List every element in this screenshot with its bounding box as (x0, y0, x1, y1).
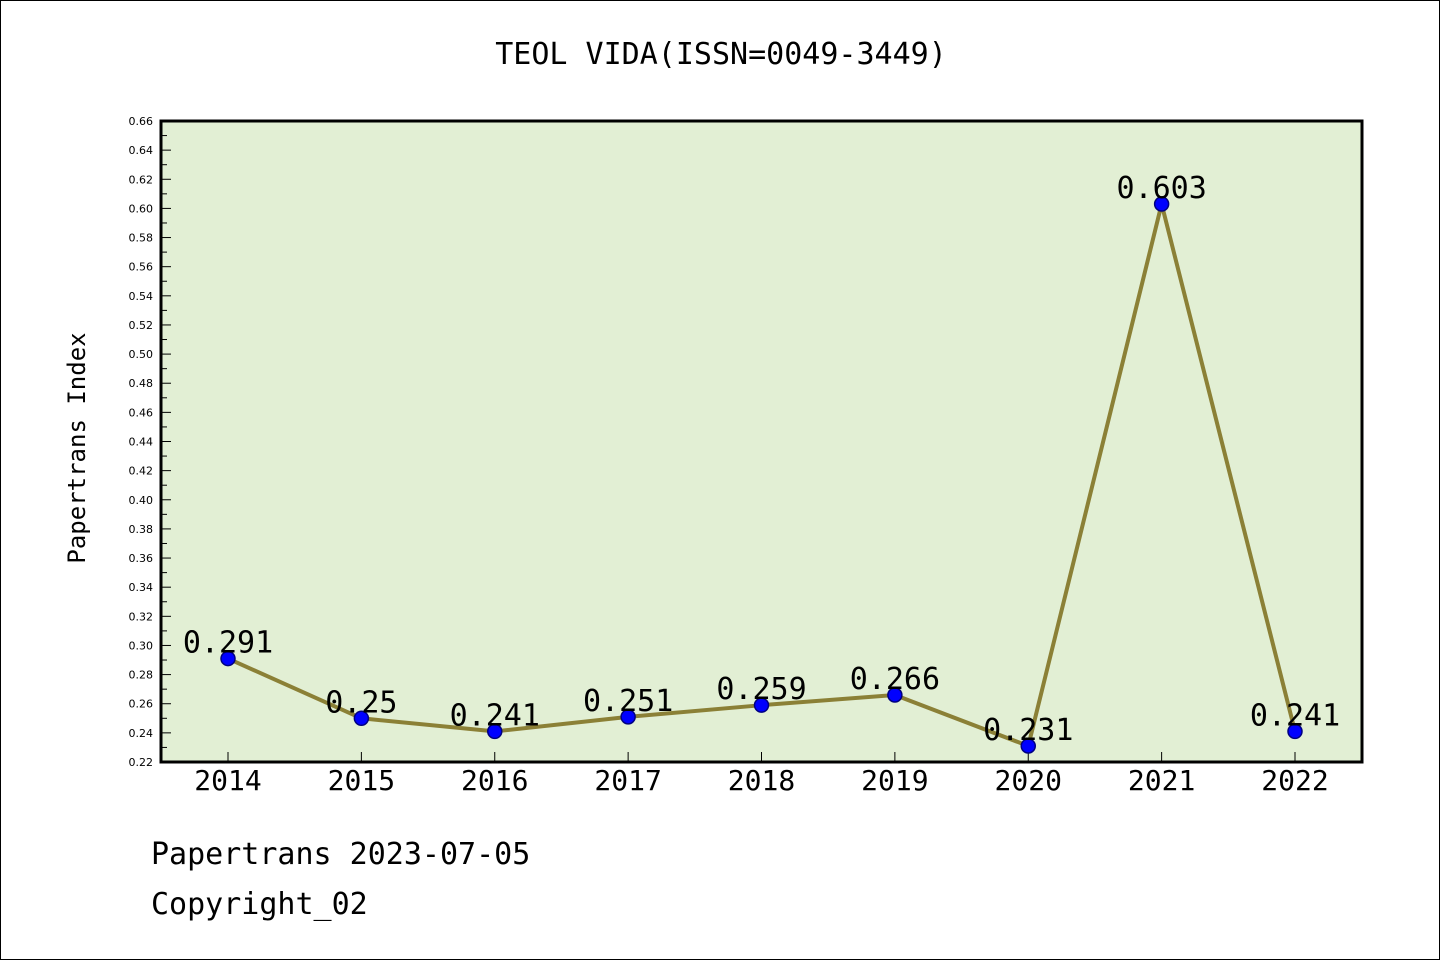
y-tick-label: 0.38 (129, 523, 154, 536)
data-label: 0.231 (983, 713, 1073, 748)
data-point (220, 650, 236, 667)
y-tick-label: 0.28 (129, 669, 154, 682)
y-tick-label: 0.64 (129, 144, 154, 157)
x-tick-label: 2016 (461, 764, 528, 797)
y-tick-label: 0.62 (129, 173, 154, 186)
x-tick-label: 2017 (594, 764, 661, 797)
chart-title: TEOL VIDA(ISSN=0049-3449) (495, 37, 947, 72)
plot-border (159, 119, 1364, 764)
x-tick-label: 2021 (1128, 764, 1195, 797)
y-tick-label: 0.54 (129, 290, 154, 303)
data-point (620, 709, 636, 725)
data-point (887, 687, 903, 703)
y-tick-label: 0.32 (129, 610, 154, 623)
y-tick-label: 0.40 (129, 494, 154, 507)
data-point (1287, 723, 1303, 740)
data-label: 0.241 (1250, 698, 1340, 733)
x-tick-label: 2015 (328, 764, 395, 797)
data-label: 0.25 (325, 685, 397, 720)
plot-area (161, 121, 1362, 762)
x-tick-label: 2020 (995, 764, 1062, 797)
data-label: 0.603 (1116, 171, 1206, 206)
y-tick-label: 0.52 (129, 319, 154, 332)
y-tick-label: 0.42 (129, 465, 154, 478)
y-tick-label: 0.48 (129, 377, 154, 390)
y-tick-label: 0.26 (129, 698, 154, 711)
y-tick-label: 0.30 (129, 639, 154, 652)
y-tick-label: 0.36 (129, 552, 154, 565)
x-axis: 2014 2015 2016 2017 2018 2019 2020 2021 2022 (194, 752, 1329, 797)
data-point (753, 697, 770, 713)
footer-date-text: Papertrans 2023-07-05 (151, 837, 531, 872)
y-tick-label: 0.66 (129, 115, 154, 128)
y-tick-label: 0.56 (129, 261, 154, 274)
data-label: 0.291 (183, 626, 273, 661)
x-tick-label: 2018 (728, 764, 795, 797)
x-tick-label: 2014 (194, 764, 261, 797)
y-tick-label: 0.50 (129, 348, 154, 361)
data-labels: 0.291 0.25 0.241 0.251 0.259 0.266 0.231 0.603 0… (183, 171, 1340, 748)
data-point (353, 710, 370, 727)
y-tick-label: 0.22 (129, 756, 154, 769)
footer-copyright-text: Copyright_02 (151, 887, 368, 922)
y-tick-label: 0.24 (129, 727, 154, 740)
data-label: 0.266 (850, 662, 940, 697)
x-tick-label: 2022 (1261, 764, 1328, 797)
y-tick-label: 0.60 (129, 202, 154, 215)
y-tick-label: 0.44 (129, 436, 154, 449)
data-label: 0.241 (450, 698, 540, 733)
y-tick-label: 0.58 (129, 232, 154, 245)
y-tick-label: 0.46 (129, 406, 154, 419)
y-tick-label: 0.34 (129, 581, 154, 594)
data-label: 0.259 (716, 672, 806, 707)
data-label: 0.251 (583, 684, 673, 719)
y-axis: 0.22 0.24 0.26 0.28 0.30 0.32 0.34 0.36 0.38 0.40… (129, 115, 171, 769)
data-point (487, 723, 503, 740)
data-point (1153, 196, 1170, 212)
x-tick-label: 2019 (861, 764, 928, 797)
data-points (220, 196, 1303, 754)
data-point (1020, 738, 1036, 754)
